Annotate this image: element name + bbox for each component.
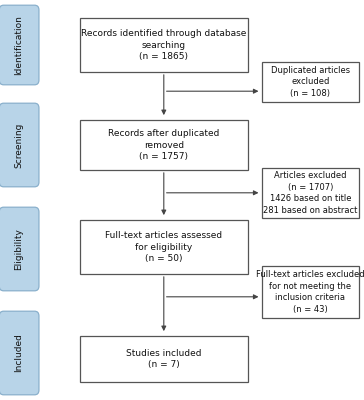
- FancyBboxPatch shape: [262, 266, 359, 318]
- Text: Full-text articles excluded
for not meeting the
inclusion criteria
(n = 43): Full-text articles excluded for not meet…: [256, 270, 364, 314]
- FancyBboxPatch shape: [80, 120, 248, 170]
- FancyBboxPatch shape: [0, 5, 39, 85]
- FancyBboxPatch shape: [0, 207, 39, 291]
- FancyBboxPatch shape: [80, 18, 248, 72]
- FancyBboxPatch shape: [0, 311, 39, 395]
- Text: Full-text articles assessed
for eligibility
(n = 50): Full-text articles assessed for eligibil…: [105, 231, 222, 263]
- Text: Records identified through database
searching
(n = 1865): Records identified through database sear…: [81, 29, 246, 61]
- FancyBboxPatch shape: [0, 103, 39, 187]
- Text: Articles excluded
(n = 1707)
1426 based on title
281 based on abstract: Articles excluded (n = 1707) 1426 based …: [263, 171, 357, 215]
- FancyBboxPatch shape: [262, 168, 359, 218]
- Text: Identification: Identification: [15, 15, 24, 75]
- Text: Records after duplicated
removed
(n = 1757): Records after duplicated removed (n = 17…: [108, 129, 219, 161]
- Text: Screening: Screening: [15, 122, 24, 168]
- FancyBboxPatch shape: [262, 62, 359, 102]
- Text: Duplicated articles
excluded
(n = 108): Duplicated articles excluded (n = 108): [271, 66, 350, 98]
- FancyBboxPatch shape: [80, 220, 248, 274]
- FancyBboxPatch shape: [80, 336, 248, 382]
- Text: Studies included
(n = 7): Studies included (n = 7): [126, 348, 202, 370]
- Text: Eligibility: Eligibility: [15, 228, 24, 270]
- Text: Included: Included: [15, 334, 24, 372]
